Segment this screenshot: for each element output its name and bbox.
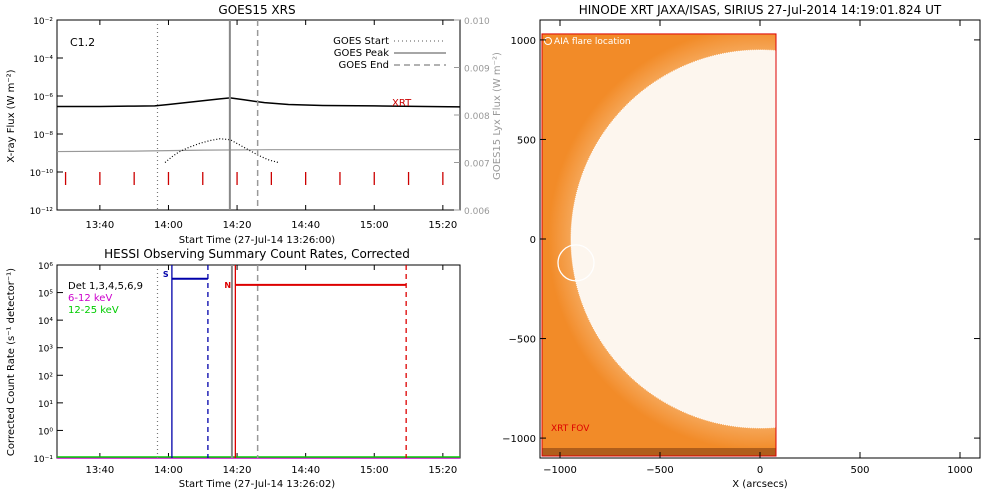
xrt-bottom-artifact (542, 448, 776, 457)
xrt-title: HINODE XRT JAXA/ISAS, SIRIUS 27-Jul-2014… (579, 3, 942, 17)
xrt-y-tick-label: 500 (517, 135, 536, 146)
goes-flare-class: C1.2 (70, 36, 95, 49)
hessi-x-tick-label: 13:40 (85, 465, 114, 476)
goes-x-tick-label: 14:00 (154, 220, 183, 231)
hessi-xlabel: Start Time (27-Jul-14 13:26:02) (179, 479, 336, 490)
goes-plot-frame (56, 19, 461, 211)
hessi-ylabel: Corrected Count Rate (s⁻¹ detector⁻¹) (6, 268, 17, 456)
goes-ylabel: X-ray Flux (W m⁻²) (6, 69, 17, 162)
goes-ylabel-right: GOES15 Lyx Flux (W m⁻²) (492, 52, 503, 180)
xrt-x-tick-label: 500 (850, 465, 869, 476)
hessi-x-tick-label: 14:00 (154, 465, 183, 476)
goes-y2-tick-label: 0.008 (464, 112, 490, 122)
xrt-y-tick-label: 0 (530, 235, 536, 246)
xrt-marks: −1000 −500 0 500 1000 −1000 −500 0 500 1000 (502, 19, 981, 476)
goes-x-tick-label: 14:40 (291, 220, 320, 231)
goes-marks: 13:40 14:00 14:20 14:40 15:00 15:20 10⁻¹² 10⁻¹⁰… (30, 17, 490, 231)
hessi-title: HESSI Observing Summary Count Rates, Cor… (104, 247, 410, 261)
hessi-legend-6-12: 6-12 keV (68, 293, 112, 304)
goes-x-tick-label: 15:00 (360, 220, 389, 231)
xrt-x-tick-label: 1000 (947, 465, 972, 476)
xrt-xlabel: X (arcsecs) (732, 479, 788, 490)
xrt-sun-disk (571, 50, 776, 428)
hessi-y-tick-label: 10³ (38, 345, 53, 355)
hessi-x-tick-label: 15:20 (428, 465, 457, 476)
xrt-y-tick-label: −500 (509, 335, 536, 346)
goes-title: GOES15 XRS (218, 3, 295, 17)
goes-xlabel: Start Time (27-Jul-14 13:26:00) (179, 235, 336, 246)
xrt-limb (570, 49, 776, 429)
goes-y2-tick-label: 0.007 (464, 160, 490, 170)
hessi-panel: HESSI Observing Summary Count Rates, Cor… (6, 247, 461, 490)
xrt-x-tick-label: −500 (646, 465, 673, 476)
hessi-y-tick-label: 10⁻¹ (33, 455, 53, 465)
goes-lya-series (56, 149, 460, 153)
goes-xrt-label: XRT (392, 98, 412, 109)
goes-x-tick-label: 15:20 (428, 220, 457, 231)
goes-y2-tick-label: 0.010 (464, 17, 490, 27)
hessi-y-tick-label: 10⁴ (38, 317, 53, 327)
goes-y-tick-label: 10⁻¹⁰ (30, 169, 54, 179)
legend-goes-start: GOES Start (333, 36, 389, 47)
hessi-y-tick-label: 10¹ (38, 400, 53, 410)
goes-x-tick-label: 14:20 (223, 220, 252, 231)
xrt-fov-box (541, 33, 777, 457)
xrt-fov-label: XRT FOV (551, 424, 590, 434)
hessi-plot-frame (56, 264, 461, 459)
goes-y2-tick-label: 0.006 (464, 207, 490, 217)
xrt-y-tick-label: −1000 (502, 434, 536, 445)
goes-x-tick-label: 13:40 (85, 220, 114, 231)
goes-y-tick-label: 10⁻² (33, 17, 53, 27)
goes-legend: GOES Start GOES Peak GOES End (333, 36, 446, 71)
legend-goes-end: GOES End (339, 60, 389, 71)
goes-y-tick-label: 10⁻¹² (30, 207, 54, 217)
hessi-x-tick-label: 14:40 (291, 465, 320, 476)
hessi-x-tick-label: 15:00 (360, 465, 389, 476)
xrt-flare-legend-circle (544, 37, 552, 45)
goes-y-tick-label: 10⁻⁶ (33, 93, 53, 103)
xrt-flare-label: AIA flare location (554, 37, 631, 47)
goes-y-tick-label: 10⁻⁴ (33, 55, 53, 65)
goes-y-tick-label: 10⁻⁸ (33, 131, 53, 141)
hessi-marks: 13:40 14:00 14:20 14:40 15:00 15:20 10⁻¹ 10⁰ 10¹… (33, 262, 461, 476)
xrt-y-tick-label: 1000 (511, 36, 536, 47)
xrt-x-tick-label: 0 (757, 465, 763, 476)
goes-xrs-panel: GOES15 XRS 13:40 14:00 14:20 14:40 15:00 15:2… (6, 3, 503, 246)
xrt-image-panel: HINODE XRT JAXA/ISAS, SIRIUS 27-Jul-2014… (502, 3, 981, 490)
xrt-x-tick-label: −1000 (543, 465, 577, 476)
goes-long-series (57, 97, 461, 108)
hessi-x-tick-label: 14:20 (223, 465, 252, 476)
hessi-saa-label: S (163, 270, 169, 279)
hessi-y-tick-label: 10⁶ (38, 262, 53, 272)
hessi-legend-detectors: Det 1,3,4,5,6,9 (68, 281, 143, 292)
hessi-legend-12-25: 12-25 keV (68, 305, 119, 316)
hessi-y-tick-label: 10⁰ (38, 427, 53, 437)
xrt-flare-circle (557, 244, 595, 282)
xrt-sun-group (542, 33, 776, 457)
hessi-y-tick-label: 10² (38, 372, 53, 382)
goes-y2-tick-label: 0.009 (464, 65, 490, 75)
legend-goes-peak: GOES Peak (334, 48, 389, 59)
hessi-y-tick-label: 10⁵ (38, 290, 53, 300)
hessi-night-label: N (224, 281, 231, 290)
